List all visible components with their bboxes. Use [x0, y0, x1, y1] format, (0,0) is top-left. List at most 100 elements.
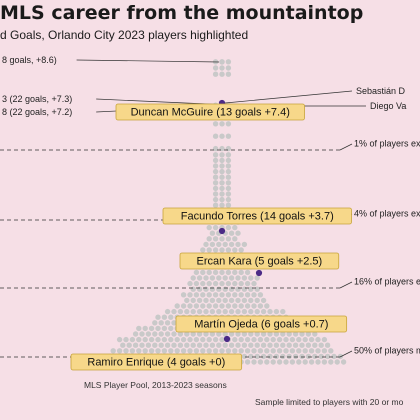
swarm-dot — [177, 308, 184, 315]
swarm-dot — [267, 308, 273, 315]
swarm-dot — [193, 303, 200, 309]
swarm-dot — [264, 336, 270, 343]
swarm-dot — [155, 325, 161, 332]
swarm-dot — [235, 342, 241, 348]
swarm-dot — [212, 168, 219, 175]
swarm-dot — [241, 353, 248, 360]
swarm-dot — [257, 359, 264, 365]
swarm-dot — [235, 308, 241, 315]
swarm-dot — [136, 348, 142, 354]
swarm-dot — [161, 336, 168, 343]
swarm-dot — [244, 292, 251, 298]
swarm-dot — [216, 308, 222, 315]
swarm-dot — [132, 331, 139, 337]
swarm-dot — [216, 241, 222, 248]
swarm-dot — [219, 269, 225, 276]
outlier-label: 8 (22 goals, +7.2) — [2, 107, 72, 117]
swarm-dot — [251, 303, 257, 309]
swarm-dot — [248, 297, 254, 304]
swarm-dot — [248, 275, 254, 281]
swarm-dot — [158, 331, 164, 337]
swarm-dot — [142, 325, 148, 332]
swarm-dot — [126, 342, 132, 348]
swarm-dot — [289, 348, 296, 354]
swarm-dot — [241, 286, 248, 292]
swarm-dot — [254, 353, 260, 360]
swarm-dot — [232, 224, 238, 231]
swarm-dot — [212, 65, 219, 71]
swarm-dot — [212, 152, 219, 158]
swarm-dot — [241, 308, 248, 315]
swarm-dot — [225, 202, 232, 208]
swarm-dot — [161, 314, 168, 320]
swarm-dot — [190, 308, 196, 315]
swarm-dot — [308, 336, 315, 343]
swarm-dot — [299, 342, 305, 348]
outlier-dot — [219, 59, 225, 65]
swarm-dot — [187, 292, 193, 298]
swarm-dot — [212, 185, 219, 192]
swarm-dot — [187, 336, 193, 343]
swarm-dot — [212, 202, 219, 208]
swarm-dot — [184, 308, 190, 315]
highlight-label-box — [162, 207, 352, 225]
swarm-dot — [219, 133, 225, 139]
swarm-dot — [209, 275, 216, 281]
swarm-dot — [225, 152, 232, 158]
swarm-dot — [209, 241, 216, 248]
swarm-dot — [337, 353, 344, 360]
swarm-dot — [219, 152, 225, 158]
swarm-dot — [273, 342, 280, 348]
swarm-dot — [276, 336, 283, 343]
swarm-dot — [200, 303, 206, 309]
swarm-dot — [292, 342, 299, 348]
highlight-marks: Duncan McGuire (13 goals +7.4) Facundo To… — [70, 99, 352, 371]
swarm-dot — [283, 359, 289, 365]
swarm-dot — [180, 336, 187, 343]
swarm-dot — [219, 168, 225, 175]
swarm-dot — [200, 348, 206, 354]
swarm-dot — [228, 286, 235, 292]
highlight-label: Facundo Torres (14 goals +3.7) — [181, 211, 334, 223]
swarm-dot — [260, 353, 267, 360]
swarm-dot — [212, 303, 219, 309]
swarm-dot — [190, 342, 196, 348]
swarm-dot — [206, 224, 212, 231]
swarm-dot — [212, 121, 219, 127]
swarm-dot — [292, 353, 299, 360]
swarm-dot — [228, 331, 235, 337]
swarm-dot — [238, 303, 244, 309]
swarm-dot — [267, 353, 273, 360]
swarm-dot — [203, 275, 209, 281]
swarm-dot — [187, 303, 193, 309]
swarm-dot — [296, 359, 302, 365]
swarm-dot — [219, 65, 225, 71]
swarm-dot — [318, 342, 324, 348]
swarm-dot — [206, 303, 212, 309]
swarm-dot — [238, 348, 244, 354]
percentile-leader — [339, 281, 353, 289]
swarm-dot — [209, 286, 216, 292]
outlier-label: 8 goals, +8.6) — [2, 55, 57, 65]
swarm-dot — [174, 303, 180, 309]
swarm-dot — [129, 348, 136, 354]
swarm-dot — [158, 320, 164, 326]
swarm-dot — [225, 59, 232, 65]
swarm-dot — [161, 348, 168, 354]
swarm-dot — [136, 336, 142, 343]
swarm-dot — [225, 133, 232, 139]
highlight-label-box — [175, 315, 348, 333]
swarm-dot — [228, 241, 235, 248]
swarm-dot — [331, 353, 337, 360]
swarm-dot — [219, 292, 225, 298]
outlier-label: 3 (22 goals, +7.3) — [2, 94, 72, 104]
swarm-dot — [244, 280, 251, 287]
swarm-dot — [248, 286, 254, 292]
swarm-dot — [206, 292, 212, 298]
highlight-label-box — [179, 252, 340, 270]
swarm-dot — [219, 236, 225, 242]
swarm-dot — [216, 331, 222, 337]
swarm-dot — [225, 269, 232, 276]
swarm-dot — [315, 359, 321, 365]
swarm-dot — [324, 342, 331, 348]
